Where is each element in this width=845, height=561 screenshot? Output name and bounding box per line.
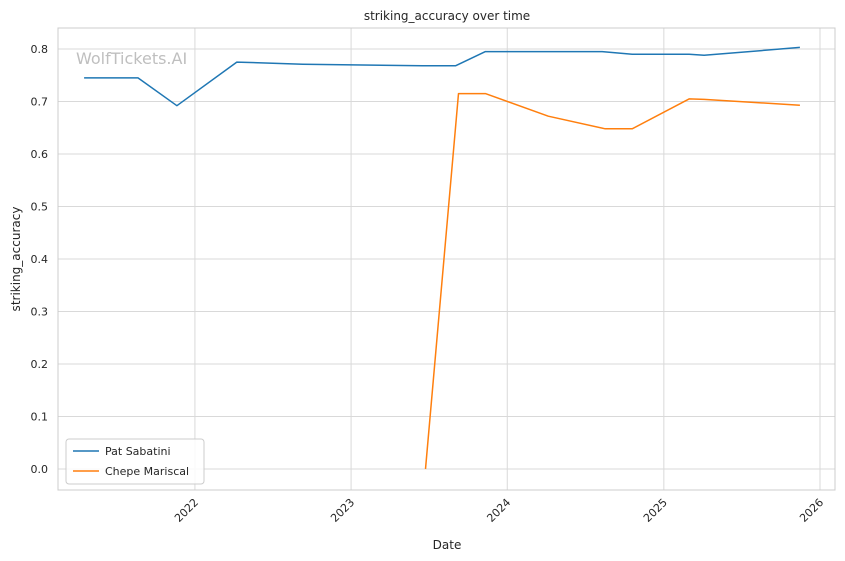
series-line-chepe-mariscal (424, 92, 800, 470)
x-tick-label: 2024 (484, 496, 513, 525)
x-tick-label: 2026 (797, 496, 826, 525)
series-line-pat-sabatini (84, 46, 800, 107)
plot-frame (57, 27, 836, 491)
chart-title: striking_accuracy over time (364, 9, 530, 23)
y-tick-label: 0.5 (31, 201, 49, 214)
y-tick-label: 0.0 (31, 463, 49, 476)
x-tick-label: 2025 (641, 496, 670, 525)
y-tick-label: 0.3 (31, 306, 49, 319)
grid (58, 28, 835, 490)
watermark: WolfTickets.AI (76, 49, 187, 68)
legend-label-pat-sabatini: Pat Sabatini (105, 445, 171, 458)
x-axis-label: Date (433, 538, 462, 552)
x-axis-ticks: 2022 2023 2024 2025 2026 (172, 496, 826, 525)
series-lines (84, 46, 800, 470)
legend: Pat Sabatini Chepe Mariscal (65, 438, 205, 485)
y-axis-ticks: 0.0 0.1 0.2 0.3 0.4 0.5 0.6 0.7 0.8 (31, 43, 49, 476)
y-tick-label: 0.8 (31, 43, 49, 56)
legend-box (65, 438, 205, 485)
y-tick-label: 0.1 (31, 411, 49, 424)
y-tick-label: 0.6 (31, 148, 49, 161)
y-tick-label: 0.4 (31, 253, 49, 266)
y-tick-label: 0.7 (31, 96, 49, 109)
y-tick-label: 0.2 (31, 358, 49, 371)
x-tick-label: 2023 (328, 496, 357, 525)
y-axis-label: striking_accuracy (9, 207, 23, 312)
legend-label-chepe-mariscal: Chepe Mariscal (105, 465, 189, 478)
x-tick-label: 2022 (172, 496, 201, 525)
